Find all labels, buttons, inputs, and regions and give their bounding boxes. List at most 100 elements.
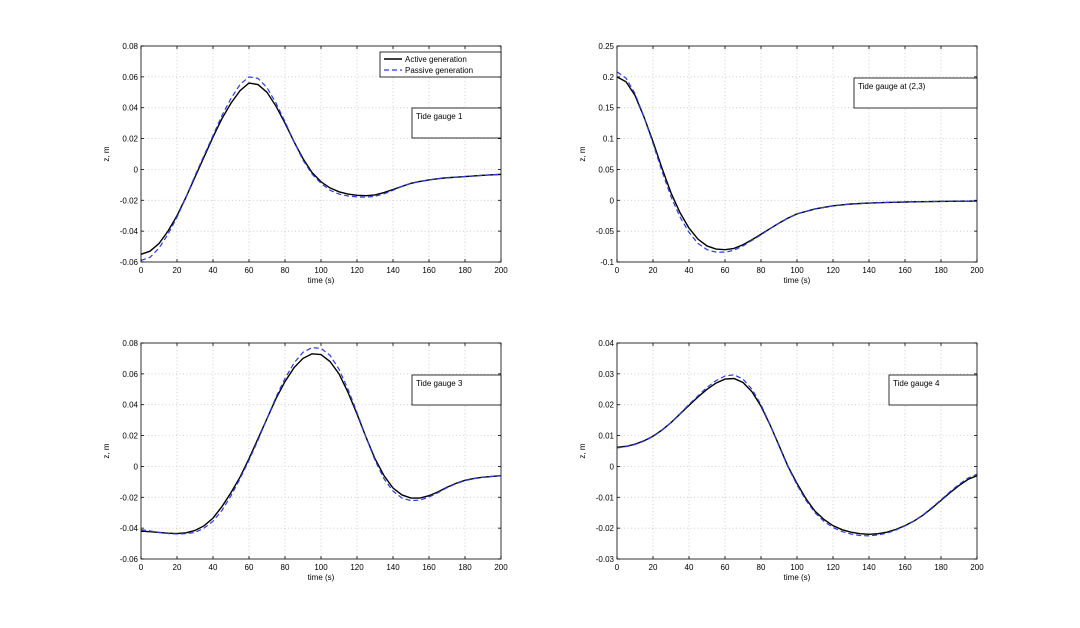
y-tick-label: 0.1 xyxy=(603,135,615,144)
x-tick-label: 200 xyxy=(494,563,508,572)
x-tick-label: 180 xyxy=(934,563,948,572)
y-axis-label: z, m xyxy=(102,443,111,458)
legend-box xyxy=(379,51,502,78)
y-tick-label: 0.15 xyxy=(598,104,614,113)
x-tick-label: 20 xyxy=(173,266,182,275)
chart-panel-1: 0 20 40 60 80 100 120 140 160 180 200 -0.06 -0.04 -0.… xyxy=(102,42,508,285)
x-tick-label: 160 xyxy=(422,563,436,572)
y-tick-label: 0.02 xyxy=(598,401,614,410)
x-tick-label: 40 xyxy=(685,563,694,572)
x-tick-label: 160 xyxy=(898,563,912,572)
y-tick-label: -0.04 xyxy=(120,524,139,533)
y-tick-label: -0.1 xyxy=(600,258,614,267)
legend: Active generation Passive generation xyxy=(379,51,502,78)
x-tick-label: 60 xyxy=(721,563,730,572)
x-tick-label: 40 xyxy=(209,266,218,275)
x-tick-label: 80 xyxy=(757,266,766,275)
series-line-passive-generation xyxy=(140,76,502,262)
annotation-text: Tide gauge 4 xyxy=(893,379,940,388)
y-tick-label: 0.02 xyxy=(122,135,138,144)
x-tick-label: 160 xyxy=(898,266,912,275)
x-tick-label: 180 xyxy=(934,266,948,275)
x-tick-label: 100 xyxy=(790,266,804,275)
legend-entry: Active generation xyxy=(405,55,467,64)
chart-panel-3: 0 20 40 60 80 100 120 140 160 180 200 -0.06 -0.04 -0.… xyxy=(102,339,508,582)
x-tick-label: 60 xyxy=(721,266,730,275)
x-tick-label: 20 xyxy=(649,563,658,572)
y-tick-label: 0.01 xyxy=(598,432,614,441)
annotation-box xyxy=(411,374,502,406)
y-tick-label: 0.06 xyxy=(122,370,138,379)
y-tick-label: 0.02 xyxy=(122,432,138,441)
x-tick-label: 100 xyxy=(790,563,804,572)
y-tick-label: 0.2 xyxy=(603,73,615,82)
x-tick-label: 40 xyxy=(685,266,694,275)
y-tick-label: 0.08 xyxy=(122,42,138,51)
x-axis-label: time (s) xyxy=(308,573,335,582)
annotation-box xyxy=(888,374,978,406)
y-tick-label: -0.03 xyxy=(596,555,615,564)
x-tick-label: 180 xyxy=(458,563,472,572)
y-tick-label: -0.06 xyxy=(120,555,139,564)
x-tick-label: 200 xyxy=(970,563,984,572)
y-tick-label: 0.06 xyxy=(122,73,138,82)
y-tick-label: -0.05 xyxy=(596,227,615,236)
annotation-box xyxy=(853,77,978,109)
x-tick-label: 80 xyxy=(757,563,766,572)
x-axis-label: time (s) xyxy=(784,573,811,582)
y-tick-label: -0.02 xyxy=(120,493,139,502)
x-tick-label: 100 xyxy=(314,563,328,572)
x-tick-label: 120 xyxy=(826,563,840,572)
y-tick-label: 0 xyxy=(610,196,615,205)
x-tick-label: 140 xyxy=(386,563,400,572)
x-tick-label: 160 xyxy=(422,266,436,275)
y-tick-label: 0.04 xyxy=(122,104,138,113)
y-tick-label: 0 xyxy=(134,165,139,174)
x-axis-label: time (s) xyxy=(784,276,811,285)
annotation-box xyxy=(411,107,502,139)
legend-entry: Passive generation xyxy=(405,66,473,75)
x-tick-label: 0 xyxy=(615,266,620,275)
y-tick-label: 0.08 xyxy=(122,339,138,348)
x-tick-label: 140 xyxy=(862,266,876,275)
x-tick-label: 0 xyxy=(139,563,144,572)
x-tick-label: 60 xyxy=(245,266,254,275)
x-tick-label: 140 xyxy=(862,563,876,572)
y-tick-label: 0.03 xyxy=(598,370,614,379)
x-tick-label: 20 xyxy=(649,266,658,275)
y-tick-label: -0.01 xyxy=(596,493,615,502)
x-tick-label: 40 xyxy=(209,563,218,572)
x-tick-label: 100 xyxy=(314,266,328,275)
chart-panel-4: 0 20 40 60 80 100 120 140 160 180 200 -0.03 -0.02 -0.… xyxy=(578,339,984,582)
y-axis-label: z, m xyxy=(578,146,587,161)
y-tick-label: -0.06 xyxy=(120,258,139,267)
y-tick-label: 0.25 xyxy=(598,42,614,51)
x-tick-label: 60 xyxy=(245,563,254,572)
x-tick-label: 140 xyxy=(386,266,400,275)
annotation-text: Tide gauge 3 xyxy=(416,379,463,388)
y-tick-label: 0.05 xyxy=(598,165,614,174)
x-tick-label: 0 xyxy=(139,266,144,275)
x-tick-label: 0 xyxy=(615,563,620,572)
annotation-text: Tide gauge at (2,3) xyxy=(858,82,926,91)
series-line-active-generation xyxy=(140,353,502,535)
x-tick-label: 20 xyxy=(173,563,182,572)
y-tick-label: -0.02 xyxy=(120,196,139,205)
y-axis-label: z, m xyxy=(102,146,111,161)
x-tick-label: 200 xyxy=(970,266,984,275)
y-tick-label: -0.04 xyxy=(120,227,139,236)
chart-panel-2: 0 20 40 60 80 100 120 140 160 180 200 -0.1 -0.05 0 0.0… xyxy=(578,42,984,285)
x-tick-label: 120 xyxy=(826,266,840,275)
x-tick-label: 200 xyxy=(494,266,508,275)
y-tick-label: 0.04 xyxy=(122,401,138,410)
series-line-passive-generation xyxy=(616,374,978,537)
x-axis-label: time (s) xyxy=(308,276,335,285)
x-tick-label: 80 xyxy=(281,266,290,275)
y-tick-label: 0.04 xyxy=(598,339,614,348)
y-tick-label: -0.02 xyxy=(596,524,615,533)
x-tick-label: 120 xyxy=(350,266,364,275)
y-axis-label: z, m xyxy=(578,443,587,458)
y-tick-label: 0 xyxy=(134,462,139,471)
y-tick-label: 0 xyxy=(610,462,615,471)
